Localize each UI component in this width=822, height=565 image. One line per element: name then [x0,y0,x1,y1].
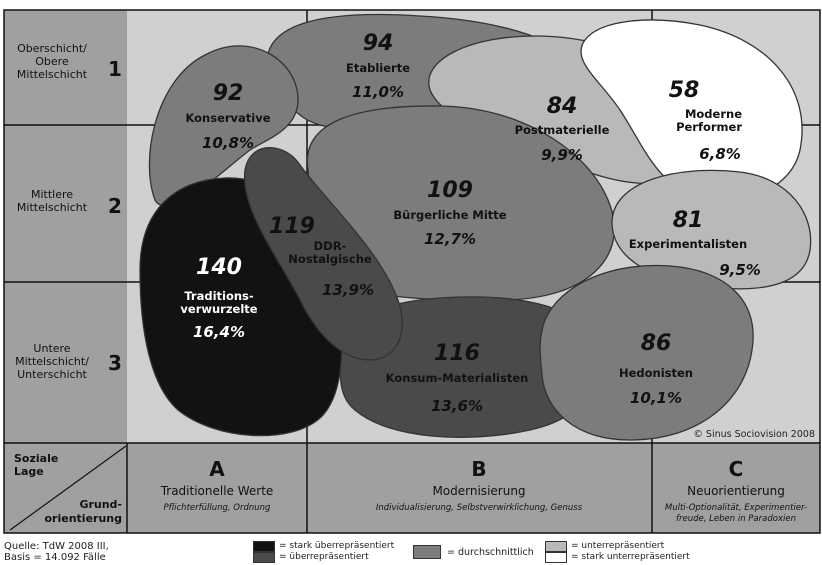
legend-label-stark-unter: = stark unterrepräsentiert [571,552,690,562]
milieu-konservative: 92 Konservative 10,8% [185,81,270,152]
milieu-name-konsum-materialisten: Konsum-Materialisten [386,371,529,385]
legend-group-unter: = unterrepräsentiert = stark unterrepräs… [545,541,690,563]
milieu-postmaterielle: 84 Postmaterielle 9,9% [515,94,610,164]
row-number-1: 1 [108,57,122,81]
milieu-share-konservative: 10,8% [202,134,254,152]
column-header-panel [4,443,820,533]
milieu-buergerliche-mitte: 109 Bürgerliche Mitte 12,7% [393,178,506,248]
corner-label-grundorientierung: Grund-orientierung [45,498,123,525]
milieu-name-postmaterielle: Postmaterielle [515,123,610,137]
milieu-etablierte: 94 Etablierte 11,0% [346,31,410,101]
milieu-shapes [139,13,812,441]
milieu-labels: 92 Konservative 10,8% 94 Etablierte 11,0% 84 Po… [180,31,760,415]
source-line-1: Quelle: TdW 2008 III, [4,541,109,552]
column-title-b: Modernisierung [432,484,525,498]
column-subtitle-b: Individualisierung, Selbstverwirklichung… [376,503,583,513]
milieu-name-etablierte: Etablierte [346,61,410,75]
outer-frame [3,9,821,534]
milieu-index-experimentalisten: 81 [673,208,704,233]
column-subtitle-c: Multi-Optionalität, Experimentier-freude… [665,503,807,524]
milieu-share-experimentalisten: 9,5% [719,261,761,279]
milieu-moderne-performer: 58 Moderne Performer 6,8% [669,78,743,163]
row-label-3: Untere Mittelschicht/Unterschicht [15,342,89,381]
legend: = stark überrepräsentiert = überrepräsen… [253,541,813,563]
milieu-index-moderne-performer: 58 [669,78,700,103]
milieu-share-etablierte: 11,0% [352,83,404,101]
milieu-share-buergerliche-mitte: 12,7% [424,230,476,248]
copyright-text: © Sinus Sociovision 2008 [693,429,815,440]
shape-moderne-performer [580,19,803,202]
column-header-grid [4,124,820,533]
legend-label-durchschnitt: = durchschnittlich [447,546,534,558]
legend-label-unter: = unterrepräsentiert [571,541,665,551]
corner-label-soziale-lage: Soziale Lage [14,452,58,478]
row-label-2: Mittlere Mittelschicht [17,188,88,214]
legend-label-ueber: = überrepräsentiert [279,552,369,562]
row-label-1: Oberschicht/Obere Mittelschicht [17,42,88,81]
row-header-panel [4,10,127,443]
milieu-name-buergerliche-mitte: Bürgerliche Mitte [393,208,506,222]
legend-group-ueber: = stark überrepräsentiert = überrepräsen… [253,541,394,563]
column-title-a: Traditionelle Werte [160,484,274,498]
row-headers: Oberschicht/Obere Mittelschicht 1 Mittlere M… [15,42,122,381]
column-letter-b: B [471,457,486,481]
milieu-name-konservative: Konservative [185,111,270,125]
milieu-index-etablierte: 94 [363,31,394,56]
legend-swatch-unter [545,541,567,552]
milieu-index-ddr-nostalgische: 119 [269,214,315,239]
row-number-2: 2 [108,194,122,218]
legend-group-durchschnitt: = durchschnittlich [413,545,534,559]
milieu-experimentalisten: 81 Experimentalisten 9,5% [629,208,761,279]
milieu-share-moderne-performer: 6,8% [699,145,741,163]
milieu-name-traditionsverwurzelte: Traditions-verwurzelte [180,289,257,316]
milieu-index-konsum-materialisten: 116 [434,341,480,366]
column-letter-a: A [209,457,225,481]
milieu-name-ddr-nostalgische: DDR-Nostalgische [288,239,372,266]
source-line-2: Basis = 14.092 Fälle [4,552,106,563]
legend-swatch-durchschnitt [413,545,441,559]
milieu-index-hedonisten: 86 [641,331,672,356]
milieu-name-moderne-performer: Moderne Performer [676,107,742,134]
shape-hedonisten [539,264,754,441]
milieu-share-postmaterielle: 9,9% [541,146,583,164]
milieu-share-konsum-materialisten: 13,6% [431,397,483,415]
legend-label-stark-ueber: = stark überrepräsentiert [279,541,395,551]
legend-swatch-stark-ueber [253,541,275,552]
milieu-share-ddr-nostalgische: 13,9% [322,281,374,299]
row-number-3: 3 [108,351,122,375]
source-note: Quelle: TdW 2008 III, Basis = 14.092 Fäl… [4,541,109,563]
milieu-index-konservative: 92 [213,81,244,106]
diagram-canvas: © Sinus Sociovision 2008 Oberschicht/Obe… [3,9,821,534]
column-title-c: Neuorientierung [687,484,785,498]
column-subtitle-a: Pflichterfüllung, Ordnung [164,503,272,513]
milieu-index-buergerliche-mitte: 109 [427,178,473,203]
milieu-index-traditionsverwurzelte: 140 [196,255,242,280]
milieu-name-experimentalisten: Experimentalisten [629,237,747,251]
column-headers: A Traditionelle Werte Pflichterfüllung, Or… [160,457,807,524]
legend-swatch-ueber [253,552,275,563]
milieu-share-traditionsverwurzelte: 16,4% [193,323,245,341]
milieu-index-postmaterielle: 84 [547,94,578,119]
milieu-konsum-materialisten: 116 Konsum-Materialisten 13,6% [386,341,529,415]
milieu-traditionsverwurzelte: 140 Traditions-verwurzelte 16,4% [180,255,257,341]
milieu-name-hedonisten: Hedonisten [619,366,693,380]
shape-ddr-nostalgische [243,146,403,361]
corner-cell: Soziale Lage Grund-orientierung [9,445,127,531]
milieu-hedonisten: 86 Hedonisten 10,1% [619,331,693,407]
milieu-share-hedonisten: 10,1% [630,389,682,407]
legend-swatch-stark-unter [545,552,567,563]
column-letter-c: C [729,457,744,481]
